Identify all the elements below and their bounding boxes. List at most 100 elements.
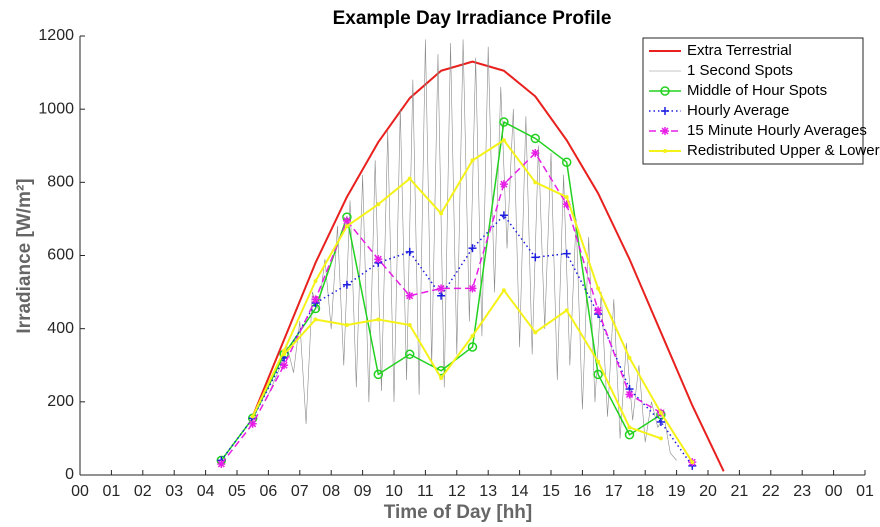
marker-dot <box>501 288 506 293</box>
marker <box>439 211 444 216</box>
marker-stroke <box>468 284 477 292</box>
marker <box>624 430 635 440</box>
marker <box>533 330 538 335</box>
marker <box>311 295 320 304</box>
marker <box>561 157 572 167</box>
marker <box>530 133 541 144</box>
marker <box>405 291 414 300</box>
marker-dot <box>596 359 601 364</box>
x-tick-label: 06 <box>260 483 278 500</box>
marker-dot <box>627 355 632 360</box>
marker-stroke <box>217 460 225 468</box>
marker <box>663 149 667 153</box>
marker-dot <box>470 158 475 163</box>
marker <box>564 308 569 313</box>
marker-stroke <box>500 180 508 188</box>
marker-dot <box>533 330 538 335</box>
marker <box>594 306 603 315</box>
marker-dot <box>663 149 667 153</box>
marker <box>248 419 257 428</box>
marker-dot <box>282 352 287 357</box>
x-tick-label: 22 <box>762 483 780 500</box>
y-tick-label: 1000 <box>38 100 74 117</box>
marker <box>627 425 632 430</box>
marker <box>342 280 351 289</box>
marker-dot <box>407 176 412 181</box>
marker-circle <box>530 133 541 144</box>
series-line <box>251 60 725 472</box>
marker-dot <box>627 425 632 430</box>
marker-dot <box>376 202 381 207</box>
marker <box>533 180 538 185</box>
y-tick-label: 1200 <box>38 27 74 44</box>
marker <box>468 244 477 253</box>
marker <box>407 176 412 181</box>
marker <box>373 369 384 380</box>
marker <box>564 194 569 199</box>
marker-stroke <box>437 284 445 292</box>
x-tick-label: 12 <box>448 483 466 500</box>
x-tick-label: 10 <box>385 483 403 500</box>
marker-dot <box>313 279 318 284</box>
marker <box>250 414 255 419</box>
marker-dot <box>282 348 287 353</box>
marker-dot <box>658 436 663 441</box>
marker-stroke <box>406 292 414 300</box>
legend-label: Hourly Average <box>687 102 789 119</box>
marker <box>407 323 412 328</box>
marker-dot <box>533 180 538 185</box>
y-tick-label: 600 <box>47 247 74 264</box>
marker-stroke <box>311 295 320 303</box>
marker <box>627 355 632 360</box>
marker <box>562 249 571 258</box>
marker <box>658 410 663 415</box>
marker-stroke <box>531 149 539 157</box>
marker-dot <box>344 224 349 229</box>
marker <box>405 247 414 256</box>
marker-circle <box>499 117 509 127</box>
x-tick-label: 02 <box>134 483 152 500</box>
marker-dot <box>501 138 506 143</box>
marker <box>661 107 669 115</box>
x-tick-label: 13 <box>479 483 497 500</box>
marker <box>437 291 446 300</box>
x-tick-label: 01 <box>103 483 121 500</box>
marker <box>376 317 381 322</box>
marker-circle <box>624 430 635 440</box>
marker-dot <box>564 308 569 313</box>
marker-stroke <box>280 361 288 369</box>
x-tick-label: 03 <box>165 483 183 500</box>
marker-circle <box>404 349 415 360</box>
marker-dot <box>439 211 444 216</box>
marker-stroke <box>343 217 351 225</box>
y-tick-label: 0 <box>65 466 74 483</box>
x-tick-label: 14 <box>511 483 529 500</box>
x-tick-label: 08 <box>322 483 340 500</box>
marker <box>437 284 446 293</box>
marker <box>596 286 601 291</box>
legend-label: 15 Minute Hourly Averages <box>687 122 867 139</box>
x-tick-label: 18 <box>636 483 654 500</box>
marker-dot <box>564 194 569 199</box>
series-line <box>220 121 662 461</box>
marker <box>374 255 383 264</box>
marker <box>501 288 506 293</box>
marker-dot <box>376 317 381 322</box>
marker-stroke <box>374 255 382 263</box>
x-tick-label: 17 <box>605 483 623 500</box>
y-axis-label: Irradiance [W/m²] <box>14 178 35 333</box>
x-tick-label: 20 <box>699 483 717 500</box>
marker <box>282 352 287 357</box>
marker <box>501 138 506 143</box>
marker <box>342 216 351 225</box>
marker-dot <box>313 317 318 322</box>
x-tick-label: 16 <box>574 483 592 500</box>
legend-box <box>642 37 864 165</box>
x-tick-label: 01 <box>856 483 874 500</box>
x-tick-label: 23 <box>793 483 811 500</box>
x-tick-label: 07 <box>291 483 309 500</box>
x-tick-label: 00 <box>71 483 89 500</box>
marker-dot <box>658 410 663 415</box>
marker-dot <box>596 286 601 291</box>
